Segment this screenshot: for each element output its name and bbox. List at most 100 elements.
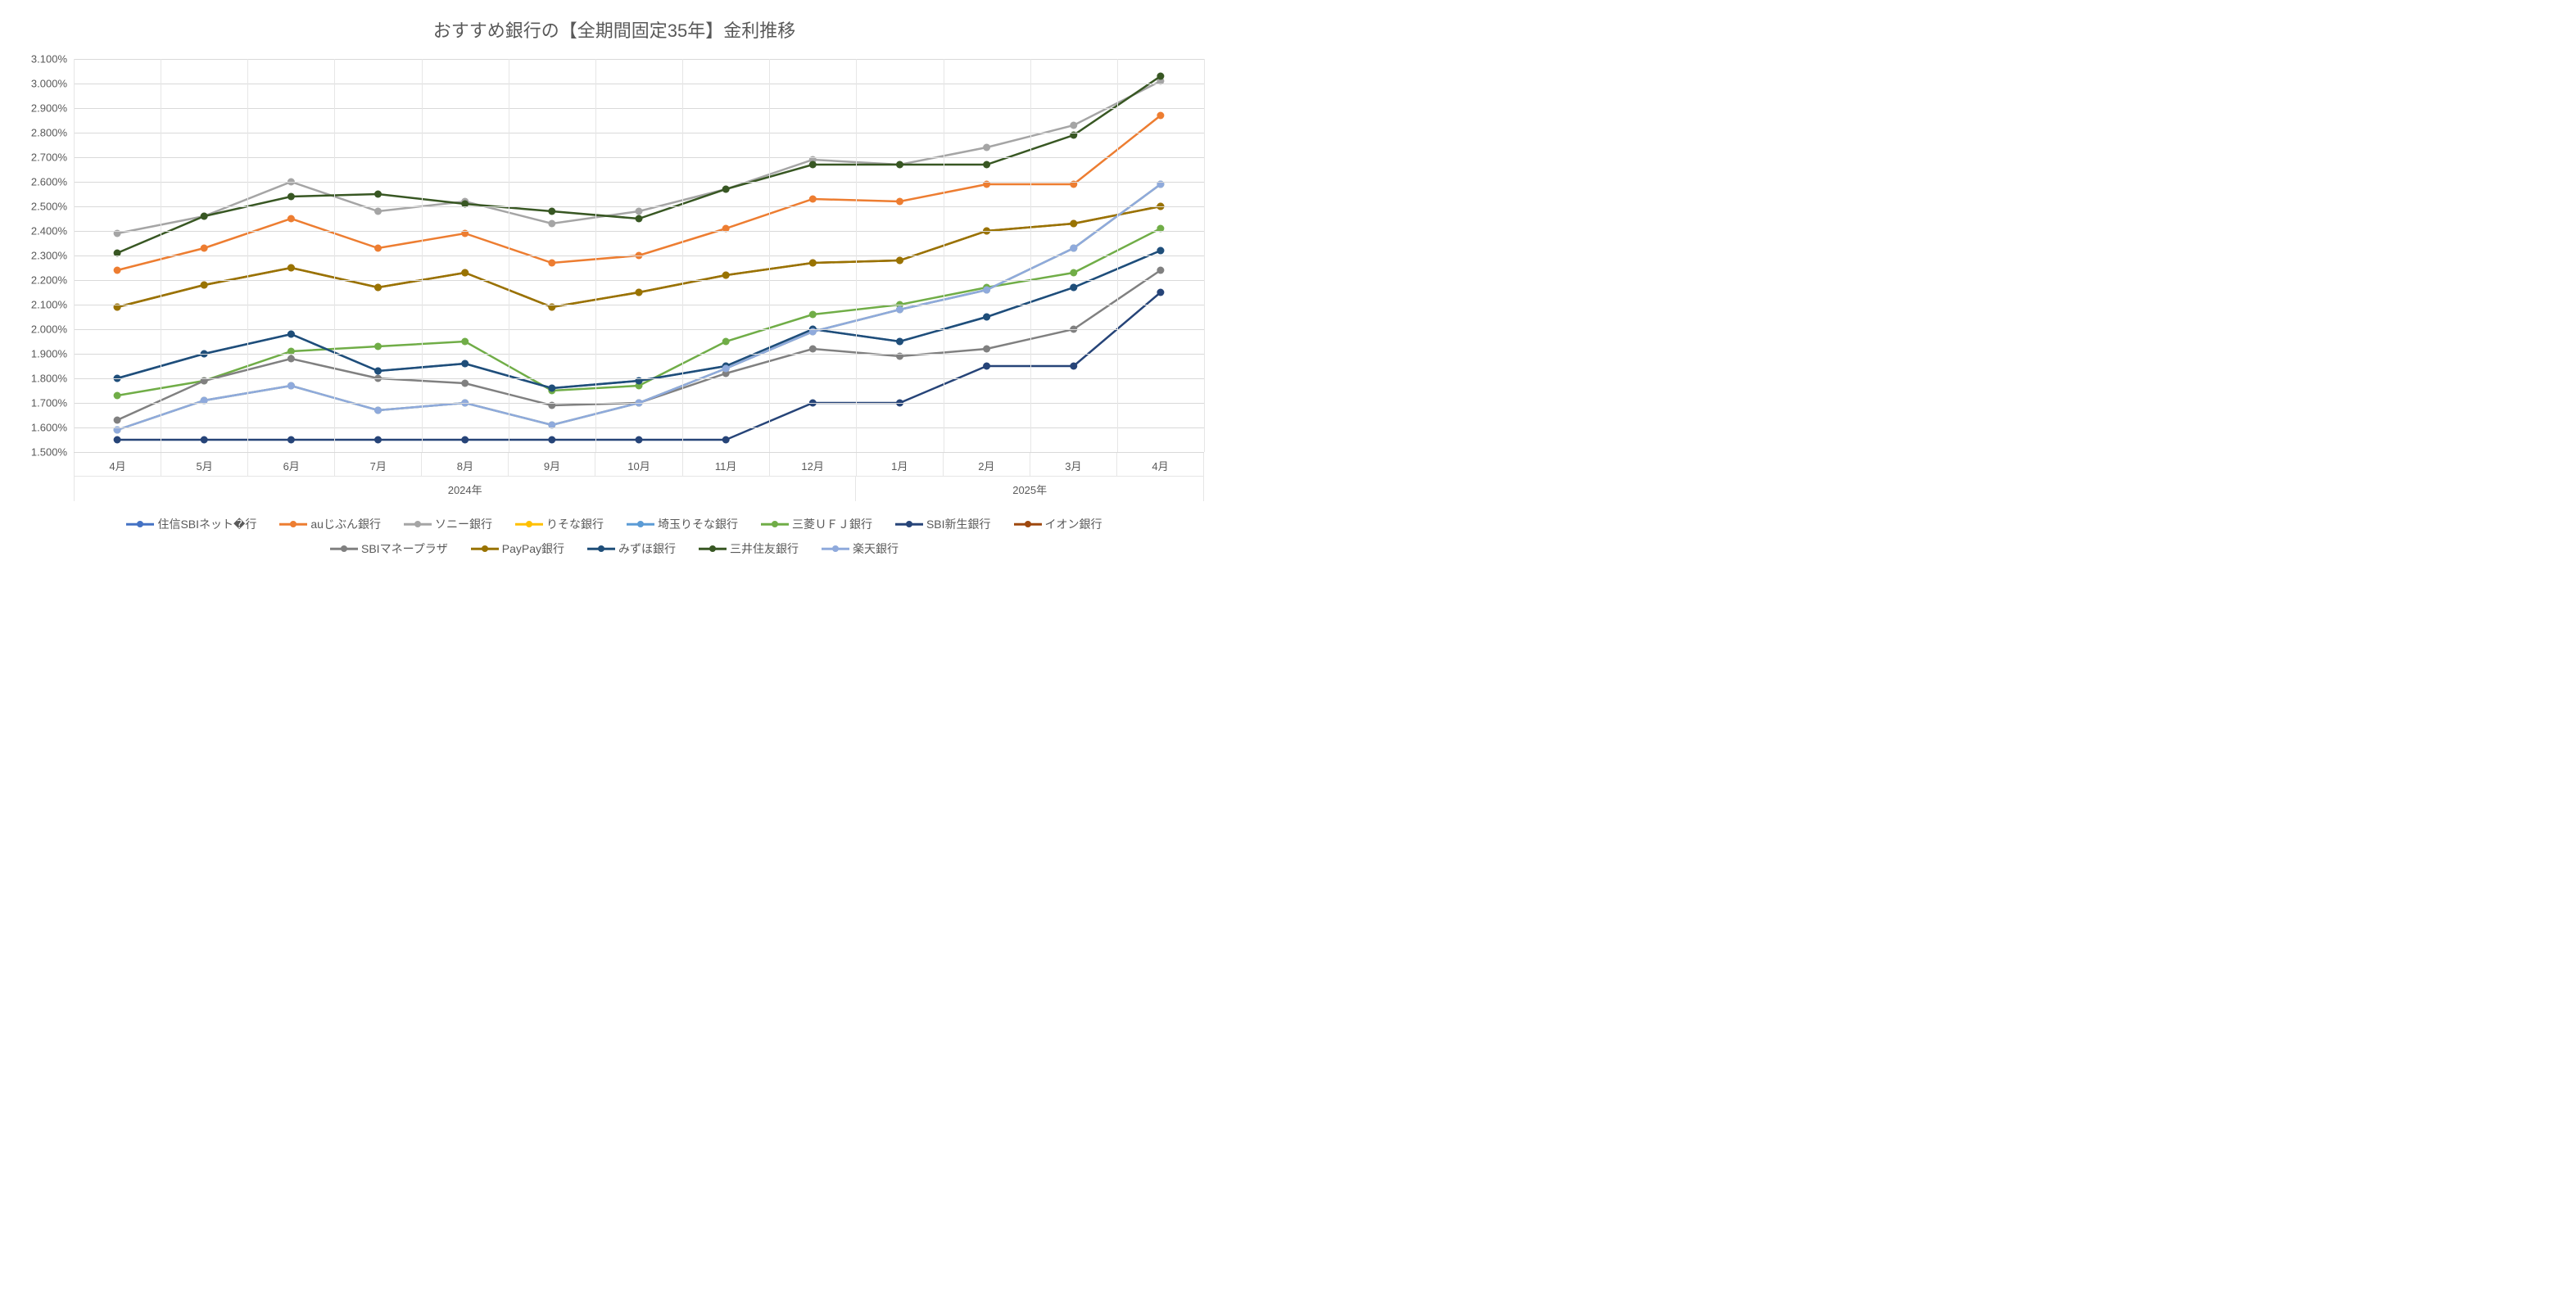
y-tick-label: 3.100% bbox=[31, 53, 67, 66]
series-marker bbox=[636, 289, 643, 296]
y-tick-label: 2.500% bbox=[31, 201, 67, 213]
series-marker bbox=[1070, 220, 1077, 228]
legend-swatch bbox=[1014, 518, 1042, 530]
series-marker bbox=[114, 417, 121, 424]
x-tick-label: 12月 bbox=[770, 453, 857, 476]
vertical-grid-line bbox=[74, 59, 75, 452]
y-tick-label: 2.100% bbox=[31, 299, 67, 311]
vertical-grid-line bbox=[422, 59, 423, 452]
x-year-label: 2024年 bbox=[74, 477, 856, 501]
y-axis: 1.500%1.600%1.700%1.800%1.900%2.000%2.10… bbox=[16, 59, 74, 452]
vertical-grid-line bbox=[1030, 59, 1031, 452]
legend-label: ソニー銀行 bbox=[435, 516, 492, 532]
grid-line bbox=[74, 59, 1204, 60]
series-marker bbox=[461, 338, 469, 346]
legend-item: りそな銀行 bbox=[515, 516, 604, 532]
legend-label: 三井住友銀行 bbox=[730, 540, 799, 557]
y-tick-label: 2.800% bbox=[31, 127, 67, 139]
legend-label: 埼玉りそな銀行 bbox=[658, 516, 738, 532]
series-marker bbox=[201, 282, 208, 289]
series-marker bbox=[896, 257, 903, 265]
legend-item: 三菱ＵＦＪ銀行 bbox=[761, 516, 872, 532]
series-marker bbox=[114, 436, 121, 444]
plot-area bbox=[74, 59, 1204, 453]
series-line bbox=[117, 292, 1161, 440]
legend-item: 三井住友銀行 bbox=[699, 540, 799, 557]
series-marker bbox=[374, 245, 382, 252]
series-marker bbox=[287, 215, 295, 223]
series-marker bbox=[287, 382, 295, 390]
series-marker bbox=[636, 436, 643, 444]
series-marker bbox=[461, 269, 469, 277]
legend-label: イオン銀行 bbox=[1045, 516, 1102, 532]
series-marker bbox=[896, 338, 903, 346]
series-marker bbox=[722, 338, 730, 346]
legend-swatch bbox=[761, 518, 789, 530]
series-marker bbox=[983, 144, 990, 151]
grid-line bbox=[74, 403, 1204, 404]
legend-swatch bbox=[895, 518, 923, 530]
series-marker bbox=[896, 161, 903, 169]
series-marker bbox=[1070, 363, 1077, 370]
y-tick-label: 3.000% bbox=[31, 78, 67, 90]
series-marker bbox=[114, 392, 121, 400]
series-marker bbox=[374, 436, 382, 444]
legend-swatch bbox=[471, 543, 499, 554]
chart-container: おすすめ銀行の【全期間固定35年】金利推移 1.500%1.600%1.700%… bbox=[0, 0, 1229, 655]
legend-swatch bbox=[330, 543, 358, 554]
y-tick-label: 1.600% bbox=[31, 422, 67, 434]
vertical-grid-line bbox=[769, 59, 770, 452]
vertical-grid-line bbox=[334, 59, 335, 452]
x-axis: 4月5月6月7月8月9月10月11月12月1月2月3月4月 2024年2025年 bbox=[74, 453, 1204, 501]
vertical-grid-line bbox=[856, 59, 857, 452]
grid-line bbox=[74, 280, 1204, 281]
series-marker bbox=[1157, 289, 1164, 296]
grid-line bbox=[74, 231, 1204, 232]
series-marker bbox=[896, 306, 903, 314]
y-tick-label: 2.400% bbox=[31, 225, 67, 237]
series-marker bbox=[722, 436, 730, 444]
legend-label: 住信SBIネット�行 bbox=[157, 516, 256, 532]
series-marker bbox=[809, 196, 817, 203]
series-marker bbox=[461, 360, 469, 368]
x-tick-label: 4月 bbox=[1117, 453, 1204, 476]
series-marker bbox=[1070, 122, 1077, 129]
series-marker bbox=[201, 213, 208, 220]
vertical-grid-line bbox=[595, 59, 596, 452]
legend-label: auじぶん銀行 bbox=[310, 516, 381, 532]
vertical-grid-line bbox=[1204, 59, 1205, 452]
grid-line bbox=[74, 378, 1204, 379]
x-year-label: 2025年 bbox=[856, 477, 1204, 501]
series-marker bbox=[722, 186, 730, 193]
legend-label: 三菱ＵＦＪ銀行 bbox=[792, 516, 872, 532]
x-tick-label: 9月 bbox=[509, 453, 595, 476]
legend-swatch bbox=[126, 518, 154, 530]
legend-item: ソニー銀行 bbox=[404, 516, 492, 532]
series-marker bbox=[983, 346, 990, 353]
series-marker bbox=[983, 287, 990, 294]
series-marker bbox=[548, 220, 555, 228]
legend-label: みずほ銀行 bbox=[618, 540, 676, 557]
series-marker bbox=[201, 245, 208, 252]
legend-item: みずほ銀行 bbox=[587, 540, 676, 557]
legend-item: 住信SBIネット�行 bbox=[126, 516, 256, 532]
grid-line bbox=[74, 206, 1204, 207]
series-marker bbox=[1070, 284, 1077, 292]
legend-item: 楽天銀行 bbox=[822, 540, 899, 557]
legend-label: りそな銀行 bbox=[546, 516, 604, 532]
series-marker bbox=[722, 272, 730, 279]
x-tick-label: 1月 bbox=[857, 453, 944, 476]
y-tick-label: 2.000% bbox=[31, 323, 67, 336]
x-tick-label: 2月 bbox=[944, 453, 1030, 476]
y-tick-label: 2.600% bbox=[31, 176, 67, 188]
series-marker bbox=[636, 208, 643, 215]
legend-item: auじぶん銀行 bbox=[279, 516, 381, 532]
y-tick-label: 2.200% bbox=[31, 274, 67, 287]
legend-item: PayPay銀行 bbox=[471, 540, 564, 557]
legend-label: SBI新生銀行 bbox=[926, 516, 991, 532]
grid-line bbox=[74, 329, 1204, 330]
y-tick-label: 1.700% bbox=[31, 397, 67, 409]
legend-swatch bbox=[699, 543, 727, 554]
vertical-grid-line bbox=[1117, 59, 1118, 452]
series-marker bbox=[809, 260, 817, 267]
